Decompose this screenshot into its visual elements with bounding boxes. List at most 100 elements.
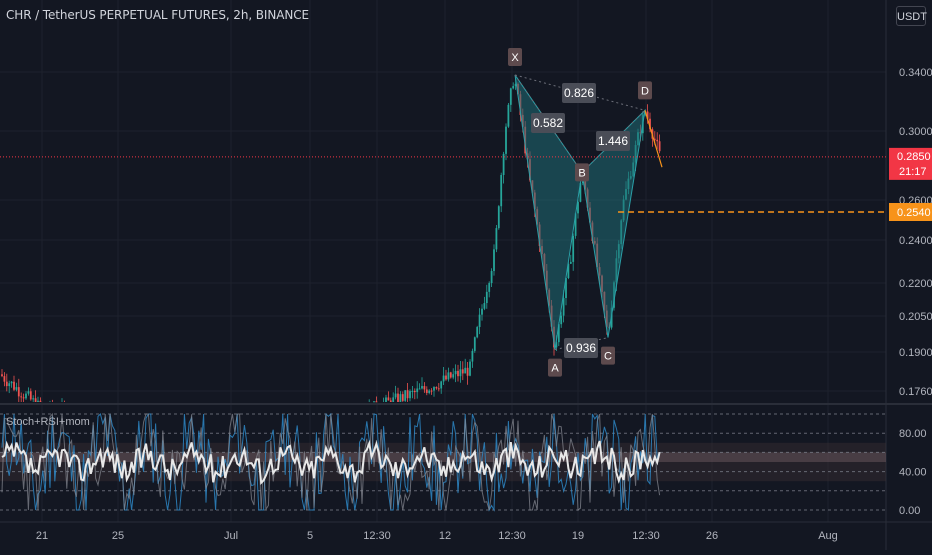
ratio-box: [562, 83, 596, 103]
candle-body: [646, 111, 649, 119]
price-tick: 0.1760: [899, 386, 932, 398]
candle-body: [17, 387, 20, 397]
harmonic-pattern[interactable]: [514, 74, 663, 351]
candle-body: [509, 88, 512, 105]
indicator-pane: [0, 413, 886, 511]
candle-body: [493, 249, 495, 272]
candle-body: [505, 126, 507, 154]
time-tick: 12:30: [632, 530, 660, 542]
price-tick: 0.3400: [899, 67, 932, 79]
candle-body: [27, 391, 30, 394]
rsi-mom-line: [1, 439, 661, 486]
time-tick: 5: [307, 530, 313, 542]
price-lines: [0, 156, 886, 213]
price-tick: 0.2400: [899, 235, 932, 247]
candle-body: [39, 400, 42, 402]
candle-body: [459, 369, 462, 377]
candle-body: [413, 390, 416, 393]
point-label-c: C: [604, 351, 612, 363]
indicator-title: Stoch+RSI+mom: [6, 416, 90, 428]
candle-body: [15, 387, 18, 390]
alert-price-value: 0.2540: [897, 207, 931, 219]
point-label-x: X: [511, 52, 519, 64]
candle-body: [490, 271, 493, 284]
candle-body: [25, 393, 27, 399]
price-tick: 0.1900: [899, 347, 932, 359]
point-label-box: [575, 163, 589, 182]
indicator-tick: 0.00: [899, 505, 920, 517]
point-label-b: B: [578, 167, 585, 179]
candle-body: [13, 381, 15, 390]
candle-body: [406, 390, 409, 399]
candle-body: [401, 394, 404, 401]
candle-body: [649, 118, 651, 130]
ratio-box: [531, 113, 565, 133]
candle-body: [37, 400, 39, 402]
price-tick: 0.2200: [899, 278, 932, 290]
last-price-value: 0.2850: [897, 151, 931, 163]
time-tick: 25: [112, 530, 124, 542]
candle-body: [421, 386, 423, 389]
candle-body: [5, 381, 8, 387]
candle-body: [22, 397, 25, 399]
candle-body: [502, 153, 505, 176]
candle-body: [442, 375, 445, 382]
currency-button[interactable]: USDT: [896, 6, 927, 26]
candle-body: [485, 291, 488, 304]
pattern-labels: X A B C D 0.826 0.582 1.446 0.936: [508, 47, 652, 377]
candle-body: [404, 390, 407, 401]
candle-body: [466, 367, 469, 376]
candle-body: [560, 315, 563, 325]
candle-body: [565, 277, 567, 299]
candle-body: [437, 388, 440, 390]
countdown-value: 21:17: [899, 166, 927, 178]
candle-body: [488, 283, 491, 292]
candle-body: [658, 141, 661, 152]
candle-body: [478, 314, 481, 328]
time-tick: 19: [572, 530, 584, 542]
candle-body: [476, 327, 479, 338]
candle-body: [10, 381, 13, 384]
candle-body: [452, 374, 455, 378]
candle-body: [653, 138, 656, 140]
candle-body: [20, 396, 23, 398]
candle-body: [430, 390, 433, 392]
ratio-label: 1.446: [598, 134, 628, 148]
candle-body: [3, 376, 6, 382]
candle-body: [449, 372, 452, 378]
candle-body: [495, 228, 498, 250]
alert-price-tag: [889, 203, 932, 221]
time-tick: 12: [439, 530, 451, 542]
price-tick: 0.2050: [899, 311, 932, 323]
candle-body: [397, 393, 399, 402]
candle-body: [656, 139, 659, 142]
candle-body: [507, 104, 510, 127]
candle-body: [464, 367, 467, 374]
mid-band: [0, 452, 886, 462]
point-label-box: [638, 81, 652, 100]
candle-body: [385, 397, 387, 402]
candle-body: [8, 383, 11, 387]
candle-body: [567, 263, 570, 278]
candle-body: [409, 391, 411, 399]
time-axis[interactable]: 21 25 Jul 5 12:30 12 12:30 19 12:30 26 Aug: [36, 530, 838, 542]
time-tick: 12:30: [363, 530, 391, 542]
candle-body: [481, 308, 483, 315]
pattern-ac: [554, 337, 609, 351]
candle-body: [445, 375, 447, 380]
candle-body: [562, 298, 565, 316]
candle-body: [387, 397, 390, 401]
candle-body: [461, 369, 464, 374]
time-tick: Jul: [224, 530, 238, 542]
candle-body: [577, 201, 579, 214]
point-label-box: [601, 346, 615, 365]
ratio-label: 0.826: [564, 86, 594, 100]
candle-body: [425, 389, 428, 393]
candle-body: [389, 400, 392, 402]
price-axis[interactable]: 0.34000.30000.26000.24000.22000.20500.19…: [889, 67, 932, 517]
candle-body: [447, 372, 450, 380]
point-label-a: A: [551, 363, 559, 375]
